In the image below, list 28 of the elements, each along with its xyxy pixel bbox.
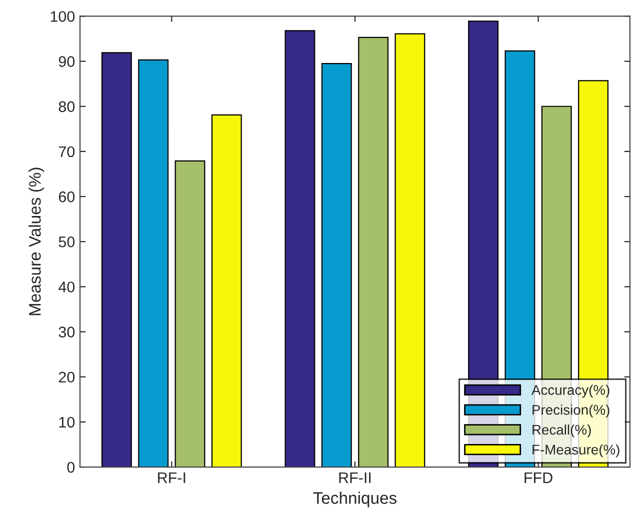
legend-label: Precision(%) [532, 404, 610, 418]
x-axis-title: Techniques [313, 492, 397, 508]
x-tick-label: RF-I [158, 472, 186, 483]
y-tick-label: 20 [58, 372, 75, 383]
y-tick-label: 50 [58, 236, 75, 248]
legend-label: Accuracy(%) [531, 384, 610, 398]
legend-label: Recall(%) [532, 424, 591, 438]
y-axis-title: Measure Values (%) [28, 168, 44, 316]
bar [321, 62, 352, 468]
bar [138, 59, 169, 468]
x-tick-label: FFD [524, 472, 552, 483]
y-tick-label: 60 [58, 191, 75, 202]
bar [394, 33, 426, 468]
y-tick-label: 80 [58, 101, 75, 112]
legend-label: F-Measure(%) [532, 444, 620, 458]
bar [174, 160, 206, 468]
x-tick-label: RF-II [339, 472, 371, 483]
y-tick-label: 10 [59, 416, 75, 428]
bar [211, 114, 242, 468]
bar [358, 36, 389, 468]
bar [284, 30, 316, 468]
y-tick-label: 90 [58, 56, 75, 67]
y-tick-label: 70 [58, 146, 75, 158]
y-tick-label: 40 [58, 282, 75, 292]
y-tick-label: 100 [50, 11, 75, 22]
bar [101, 52, 132, 468]
y-tick-label: 30 [58, 326, 75, 338]
y-tick-label: 0 [67, 462, 75, 473]
